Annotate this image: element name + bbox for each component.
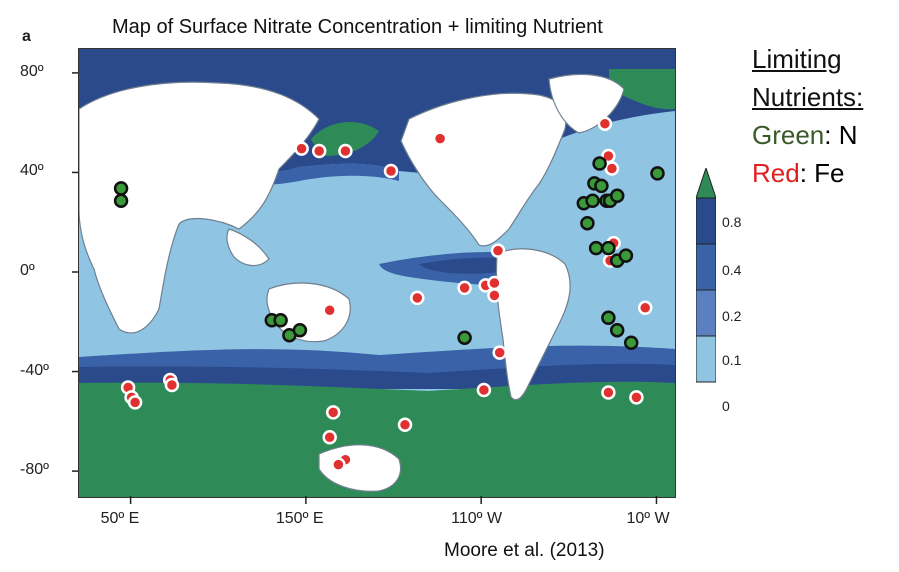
n-limited-marker-23 — [609, 322, 625, 338]
x-tick-label-2: 110º W — [451, 510, 503, 527]
fe-limited-marker-2 — [127, 395, 143, 410]
x-tick-label-0: 50º E — [100, 510, 140, 527]
north-mid-nitrate-band — [79, 111, 399, 185]
fe-limited-marker-11 — [383, 163, 399, 179]
figure-title: Map of Surface Nitrate Concentration + l… — [112, 16, 603, 38]
n-limited-marker-5 — [292, 322, 308, 338]
colorbar-arrow — [696, 168, 716, 199]
colorbar-seg-0-1 — [696, 335, 716, 383]
n-limited-marker-15 — [580, 215, 595, 231]
marker-layer — [113, 116, 665, 472]
y-tick-label-1: 40º — [20, 162, 44, 180]
colorbar-label-0-1: 0.1 — [722, 352, 742, 368]
southern-ocean-green — [79, 381, 675, 497]
y-tick-label-0: 80º — [20, 62, 44, 80]
fe-limited-marker-8 — [325, 405, 341, 420]
colorbar-seg-0-2 — [696, 289, 716, 337]
fe-limited-marker-28 — [637, 300, 653, 316]
fe-limited-marker-20 — [397, 417, 413, 433]
fe-limited-marker-16 — [487, 288, 502, 303]
colorbar — [696, 168, 716, 383]
fe-limited-marker-7 — [338, 143, 353, 159]
x-tick-label-3: 10º W — [626, 510, 670, 527]
nutrient-legend: Limiting Nutrients: Green: N Red: Fe — [752, 40, 863, 192]
fe-limited-marker-17 — [487, 275, 502, 291]
n-limited-marker-24 — [623, 335, 639, 350]
legend-red-word: Red — [752, 158, 800, 188]
colorbar-label-0-4: 0.4 — [722, 262, 742, 278]
n-limited-marker-10 — [592, 156, 607, 171]
fe-limited-marker-9 — [322, 430, 337, 445]
land-eurasia-africa — [79, 81, 320, 334]
legend-header-line1: Limiting — [752, 44, 842, 74]
n-limited-marker-11 — [594, 178, 609, 194]
colorbar-seg-0-8 — [696, 197, 716, 245]
n-limited-marker-20 — [650, 166, 665, 181]
colorbar-seg-0-4 — [696, 243, 716, 291]
legend-green-word: Green — [752, 120, 825, 150]
n-limited-marker-14 — [609, 188, 625, 204]
fe-limited-marker-19 — [476, 382, 492, 398]
colorbar-label-0: 0 — [722, 398, 730, 414]
y-tick-label-2: 0º — [20, 262, 35, 279]
n-limited-marker-6 — [457, 330, 472, 345]
legend-red-nutrient: : Fe — [799, 158, 845, 188]
map-panel — [78, 48, 676, 498]
fe-limited-marker-31 — [490, 243, 506, 258]
legend-header-line2: Nutrients: — [752, 82, 864, 112]
panel-label: a — [22, 28, 31, 45]
n-limited-marker-22 — [601, 310, 616, 326]
n-limited-marker-17 — [601, 240, 616, 256]
fe-limited-marker-21 — [597, 116, 613, 131]
land-north-america — [400, 92, 567, 247]
fe-limited-marker-26 — [601, 385, 616, 400]
land-australia — [266, 282, 351, 343]
legend-green-nutrient: : N — [824, 120, 858, 150]
nitrate-map — [79, 49, 675, 497]
figure-credit: Moore et al. (2013) — [444, 540, 605, 561]
fe-limited-marker-18 — [492, 345, 507, 360]
land-southeast-asia — [226, 228, 270, 267]
fe-limited-marker-13 — [432, 131, 448, 146]
land-masses — [79, 73, 625, 492]
north-pacific-green-core — [311, 121, 379, 156]
land-south-america — [495, 248, 571, 401]
north-atlantic-green-core — [609, 69, 675, 110]
fe-limited-marker-12 — [410, 290, 425, 306]
fe-limited-marker-29 — [322, 303, 337, 318]
n-limited-marker-3 — [273, 313, 288, 328]
n-limited-marker-16 — [588, 240, 604, 256]
colorbar-label-0-2: 0.2 — [722, 308, 742, 324]
y-tick-label-4: -80º — [20, 461, 49, 479]
legend-green-entry: Green: N — [752, 116, 863, 154]
fe-limited-marker-5 — [294, 141, 309, 156]
n-limited-marker-8 — [585, 193, 600, 209]
fe-limited-marker-22 — [601, 148, 616, 164]
fe-limited-marker-30 — [331, 457, 346, 472]
colorbar-label-0-8: 0.8 — [722, 214, 742, 230]
fe-limited-marker-23 — [604, 161, 620, 176]
n-limited-marker-0 — [113, 181, 129, 196]
fe-limited-marker-27 — [629, 390, 644, 405]
fe-limited-marker-14 — [457, 280, 472, 296]
legend-red-entry: Red: Fe — [752, 154, 863, 192]
y-tick-label-3: -40º — [20, 361, 49, 379]
fe-limited-marker-6 — [311, 143, 327, 159]
x-tick-label-1: 150º E — [275, 510, 324, 527]
n-limited-marker-19 — [618, 248, 634, 263]
n-limited-marker-1 — [113, 193, 129, 209]
fe-limited-marker-4 — [164, 377, 180, 393]
